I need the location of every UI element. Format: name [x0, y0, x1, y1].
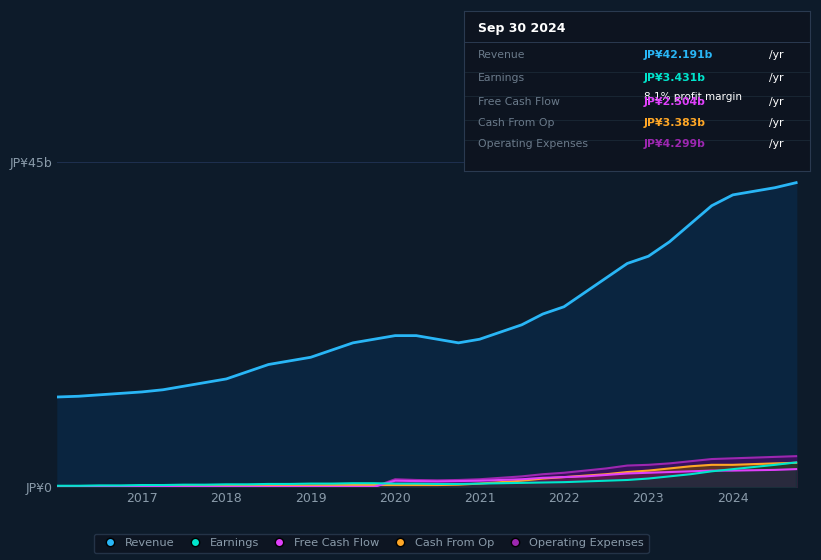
- Text: /yr: /yr: [768, 118, 783, 128]
- Text: /yr: /yr: [768, 139, 783, 149]
- Text: JP¥3.383b: JP¥3.383b: [644, 118, 706, 128]
- Text: Earnings: Earnings: [478, 73, 525, 83]
- Text: /yr: /yr: [768, 97, 783, 108]
- Text: Revenue: Revenue: [478, 49, 525, 59]
- Text: JP¥2.504b: JP¥2.504b: [644, 97, 706, 108]
- Text: Sep 30 2024: Sep 30 2024: [478, 22, 565, 35]
- Text: JP¥4.299b: JP¥4.299b: [644, 139, 706, 149]
- Text: /yr: /yr: [768, 49, 783, 59]
- Text: Operating Expenses: Operating Expenses: [478, 139, 588, 149]
- Text: Free Cash Flow: Free Cash Flow: [478, 97, 560, 108]
- Legend: Revenue, Earnings, Free Cash Flow, Cash From Op, Operating Expenses: Revenue, Earnings, Free Cash Flow, Cash …: [94, 534, 649, 553]
- Text: /yr: /yr: [768, 73, 783, 83]
- Text: 8.1% profit margin: 8.1% profit margin: [644, 92, 742, 102]
- Text: Cash From Op: Cash From Op: [478, 118, 554, 128]
- Text: JP¥3.431b: JP¥3.431b: [644, 73, 706, 83]
- Text: JP¥42.191b: JP¥42.191b: [644, 49, 713, 59]
